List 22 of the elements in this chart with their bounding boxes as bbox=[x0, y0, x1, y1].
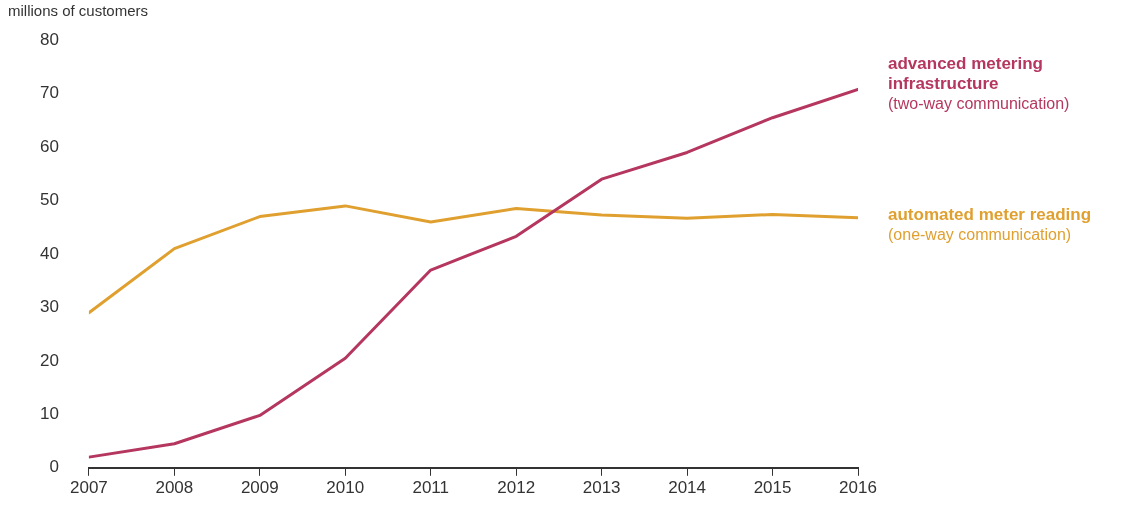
x-tick-label: 2013 bbox=[582, 477, 621, 497]
y-tick-label: 50 bbox=[39, 190, 59, 210]
x-tick-label: 2012 bbox=[497, 477, 536, 497]
x-tick-label: 2007 bbox=[70, 477, 108, 497]
x-tick-label: 2010 bbox=[326, 477, 365, 497]
x-tick-label: 2016 bbox=[839, 477, 877, 497]
x-tick-label: 2015 bbox=[753, 477, 792, 497]
y-tick-label: 40 bbox=[39, 243, 59, 263]
y-tick-label: 0 bbox=[49, 457, 59, 477]
x-tick-label: 2014 bbox=[668, 477, 707, 497]
y-axis-title: millions of customers bbox=[8, 1, 149, 19]
y-tick-label: 20 bbox=[39, 350, 59, 370]
x-tick-label: 2011 bbox=[412, 477, 450, 497]
series-label: automated meter reading (one-way communication) bbox=[888, 204, 1092, 243]
y-tick-label: 80 bbox=[39, 29, 59, 49]
series-label: advanced metering infrastructure (two-way communication) bbox=[888, 54, 1070, 113]
y-tick-label: 30 bbox=[39, 297, 59, 317]
y-tick-label: 10 bbox=[39, 404, 59, 424]
x-tick-label: 2008 bbox=[155, 477, 194, 497]
y-tick-label: 60 bbox=[39, 136, 59, 156]
x-tick-label: 2009 bbox=[240, 477, 279, 497]
y-tick-label: 70 bbox=[39, 83, 59, 103]
